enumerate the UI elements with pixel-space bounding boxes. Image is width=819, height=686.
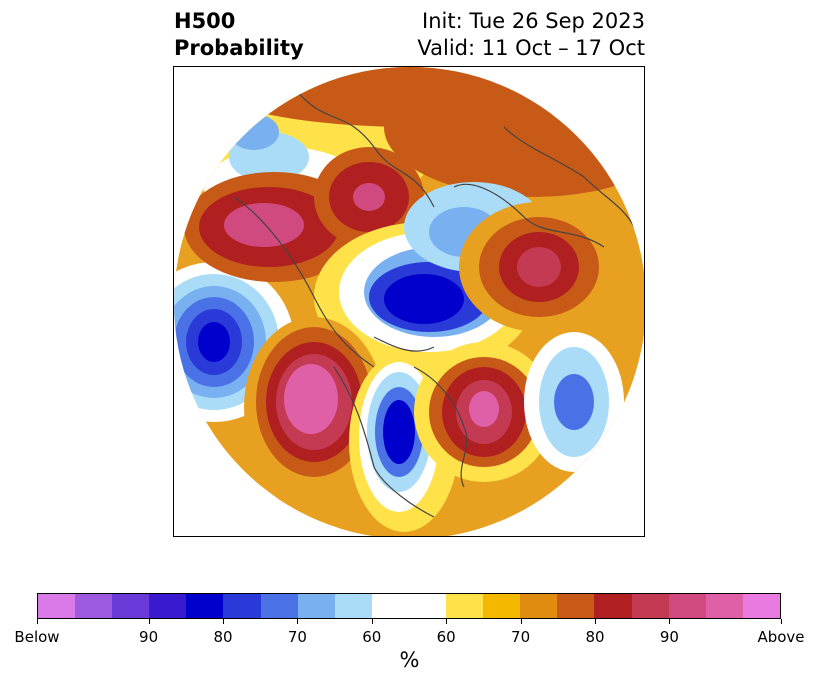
- colorbar-tick-label: 60: [436, 628, 456, 646]
- colorbar-segment: [75, 594, 113, 618]
- colorbar-tick-label: Below: [14, 628, 60, 646]
- run-info: Init: Tue 26 Sep 2023 Valid: 11 Oct – 17…: [417, 8, 645, 62]
- colorbar-segment: [668, 594, 706, 618]
- colorbar-segment: [186, 594, 224, 618]
- colorbar-segment: [112, 594, 150, 618]
- colorbar-segment: [594, 594, 632, 618]
- colorbar-segment: [483, 594, 521, 618]
- colorbar-segment: [631, 594, 669, 618]
- colorbar-tick: [371, 619, 373, 624]
- colorbar-tick-label: 60: [362, 628, 382, 646]
- colorbar-segment: [742, 594, 780, 618]
- colorbar-segment: [520, 594, 558, 618]
- colorbar-segment: [446, 594, 484, 618]
- colorbar-tick: [37, 619, 38, 624]
- colorbar-tick-label: Above: [757, 628, 805, 646]
- colorbar-tick: [781, 619, 782, 624]
- chart-title: H500 Probability: [174, 8, 304, 62]
- valid-period: Valid: 11 Oct – 17 Oct: [417, 36, 645, 60]
- title-type: Probability: [174, 36, 304, 60]
- colorbar-segment: [38, 594, 76, 618]
- colorbar-segment: [557, 594, 595, 618]
- title-variable: H500: [174, 9, 236, 33]
- colorbar-tick-label: 70: [511, 628, 531, 646]
- colorbar-segment: [371, 594, 447, 618]
- colorbar-segment: [223, 594, 261, 618]
- init-date: Init: Tue 26 Sep 2023: [422, 9, 645, 33]
- polar-map: [173, 66, 645, 537]
- colorbar-tick-label: 80: [213, 628, 233, 646]
- colorbar-tick-label: 80: [585, 628, 605, 646]
- colorbar-unit: %: [399, 648, 420, 672]
- colorbar-segment: [297, 594, 335, 618]
- colorbar-segment: [149, 594, 187, 618]
- colorbar-segment: [334, 594, 372, 618]
- colorbar-tick: [446, 619, 448, 624]
- colorbar-segment: [705, 594, 743, 618]
- colorbar-tick-label: 90: [659, 628, 679, 646]
- colorbar-tick-label: 90: [139, 628, 159, 646]
- colorbar-tick: [595, 619, 596, 624]
- colorbar: [37, 593, 781, 619]
- colorbar-tick: [148, 619, 150, 624]
- probability-field: [174, 67, 644, 536]
- colorbar-segment: [260, 594, 298, 618]
- colorbar-tick: [223, 619, 224, 624]
- colorbar-tick: [297, 619, 299, 624]
- colorbar-tick: [520, 619, 522, 624]
- colorbar-tick-label: 70: [287, 628, 307, 646]
- colorbar-tick: [669, 619, 671, 624]
